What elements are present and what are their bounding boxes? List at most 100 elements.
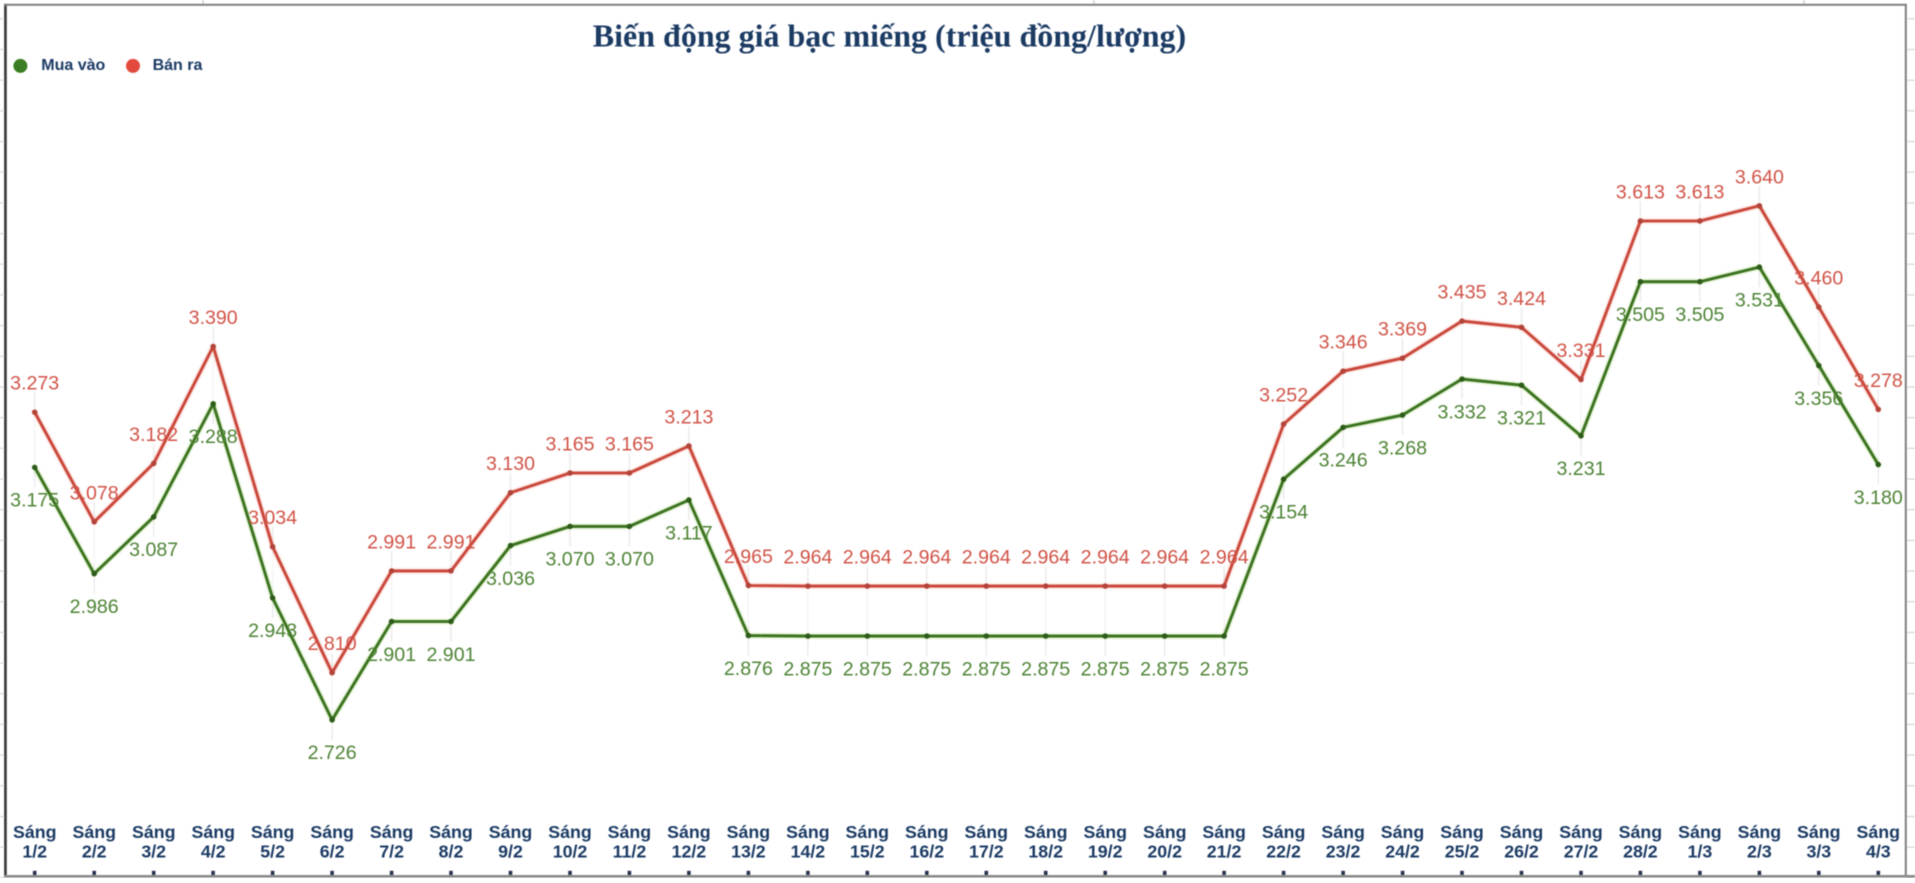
svg-text:2/3: 2/3	[1747, 842, 1772, 862]
svg-text:3.078: 3.078	[70, 482, 119, 504]
svg-text:2.943: 2.943	[248, 620, 297, 642]
svg-text:Sáng: Sáng	[1500, 822, 1543, 842]
svg-text:3.331: 3.331	[1556, 340, 1605, 362]
svg-text:3.252: 3.252	[1259, 385, 1308, 407]
svg-text:Sáng: Sáng	[727, 822, 770, 842]
svg-text:3.165: 3.165	[545, 434, 594, 456]
svg-text:2.964: 2.964	[783, 547, 832, 569]
svg-text:2.875: 2.875	[902, 658, 951, 680]
svg-text:3.036: 3.036	[486, 568, 535, 590]
svg-text:2.965: 2.965	[724, 546, 773, 568]
svg-text:Bán ra: Bán ra	[153, 57, 203, 74]
svg-text:28/2: 28/2	[1623, 842, 1658, 862]
svg-text:Sáng: Sáng	[1857, 822, 1900, 842]
svg-text:3.435: 3.435	[1437, 282, 1486, 304]
svg-text:Sáng: Sáng	[132, 822, 175, 842]
svg-text:Sáng: Sáng	[905, 822, 948, 842]
svg-text:2.901: 2.901	[426, 644, 475, 666]
svg-text:24/2: 24/2	[1385, 842, 1420, 862]
svg-text:2.876: 2.876	[724, 658, 773, 680]
svg-text:3.390: 3.390	[189, 307, 238, 329]
svg-text:4/2: 4/2	[201, 842, 226, 862]
svg-text:21/2: 21/2	[1207, 842, 1242, 862]
svg-text:2.991: 2.991	[426, 531, 475, 553]
svg-text:3.087: 3.087	[129, 539, 178, 561]
svg-text:3.182: 3.182	[129, 424, 178, 446]
svg-text:3.070: 3.070	[545, 549, 594, 571]
svg-text:2.875: 2.875	[1140, 658, 1189, 680]
svg-text:2.875: 2.875	[1021, 658, 1070, 680]
svg-text:Sáng: Sáng	[1440, 822, 1483, 842]
svg-text:26/2: 26/2	[1504, 842, 1539, 862]
svg-text:2.810: 2.810	[308, 633, 357, 655]
svg-text:17/2: 17/2	[969, 842, 1004, 862]
svg-text:2.875: 2.875	[1081, 658, 1130, 680]
svg-text:2.986: 2.986	[70, 596, 119, 618]
svg-text:3.154: 3.154	[1259, 502, 1308, 524]
svg-text:3.288: 3.288	[189, 426, 238, 448]
svg-text:Sáng: Sáng	[1202, 822, 1245, 842]
svg-text:Sáng: Sáng	[1738, 822, 1781, 842]
svg-text:3.130: 3.130	[486, 453, 535, 475]
svg-text:2.964: 2.964	[1081, 547, 1130, 569]
svg-text:9/2: 9/2	[498, 842, 523, 862]
svg-text:22/2: 22/2	[1266, 842, 1301, 862]
svg-text:Sáng: Sáng	[1024, 822, 1067, 842]
svg-text:13/2: 13/2	[731, 842, 766, 862]
svg-text:2.964: 2.964	[843, 547, 892, 569]
svg-text:Sáng: Sáng	[1262, 822, 1305, 842]
svg-text:2.726: 2.726	[308, 742, 357, 764]
svg-text:3.213: 3.213	[664, 407, 713, 429]
svg-text:Sáng: Sáng	[1321, 822, 1364, 842]
svg-text:Sáng: Sáng	[251, 822, 294, 842]
svg-text:3.424: 3.424	[1497, 288, 1546, 310]
svg-text:Mua vào: Mua vào	[41, 57, 105, 74]
svg-text:12/2: 12/2	[672, 842, 707, 862]
svg-text:3/2: 3/2	[141, 842, 166, 862]
svg-text:Sáng: Sáng	[846, 822, 889, 842]
svg-text:Sáng: Sáng	[13, 822, 56, 842]
svg-text:3.321: 3.321	[1497, 408, 1546, 430]
svg-text:Sáng: Sáng	[191, 822, 234, 842]
svg-text:3.613: 3.613	[1616, 182, 1665, 204]
svg-text:3.273: 3.273	[10, 373, 59, 395]
svg-text:16/2: 16/2	[909, 842, 944, 862]
svg-text:25/2: 25/2	[1445, 842, 1480, 862]
svg-text:2.964: 2.964	[1140, 547, 1189, 569]
svg-text:3.369: 3.369	[1378, 319, 1427, 341]
svg-text:3.268: 3.268	[1378, 437, 1427, 459]
svg-text:8/2: 8/2	[439, 842, 464, 862]
svg-text:Sáng: Sáng	[965, 822, 1008, 842]
svg-text:3.640: 3.640	[1735, 166, 1784, 188]
svg-text:3.505: 3.505	[1616, 304, 1665, 326]
svg-text:18/2: 18/2	[1028, 842, 1063, 862]
svg-text:2/2: 2/2	[82, 842, 107, 862]
svg-text:Sáng: Sáng	[489, 822, 532, 842]
svg-text:11/2: 11/2	[613, 842, 647, 862]
svg-text:2.964: 2.964	[1021, 547, 1070, 569]
svg-text:2.875: 2.875	[783, 658, 832, 680]
svg-text:27/2: 27/2	[1564, 842, 1599, 862]
svg-text:19/2: 19/2	[1088, 842, 1123, 862]
svg-text:6/2: 6/2	[320, 842, 345, 862]
svg-text:3.165: 3.165	[605, 434, 654, 456]
svg-text:2.875: 2.875	[1200, 658, 1249, 680]
svg-text:Sáng: Sáng	[1381, 822, 1424, 842]
svg-text:3.180: 3.180	[1854, 487, 1903, 509]
svg-text:14/2: 14/2	[791, 842, 826, 862]
svg-text:Sáng: Sáng	[370, 822, 413, 842]
svg-text:3.278: 3.278	[1854, 370, 1903, 392]
svg-text:Sáng: Sáng	[786, 822, 829, 842]
svg-text:Sáng: Sáng	[1678, 822, 1721, 842]
svg-text:3.356: 3.356	[1794, 388, 1843, 410]
svg-text:7/2: 7/2	[379, 842, 404, 862]
svg-text:2.901: 2.901	[367, 644, 416, 666]
svg-text:3.332: 3.332	[1437, 401, 1486, 423]
svg-text:10/2: 10/2	[553, 842, 588, 862]
svg-text:4/3: 4/3	[1866, 842, 1891, 862]
svg-text:3.117: 3.117	[665, 522, 713, 544]
svg-text:3/3: 3/3	[1806, 842, 1831, 862]
svg-text:Sáng: Sáng	[1797, 822, 1840, 842]
svg-text:5/2: 5/2	[260, 842, 285, 862]
svg-text:2.964: 2.964	[1200, 547, 1249, 569]
